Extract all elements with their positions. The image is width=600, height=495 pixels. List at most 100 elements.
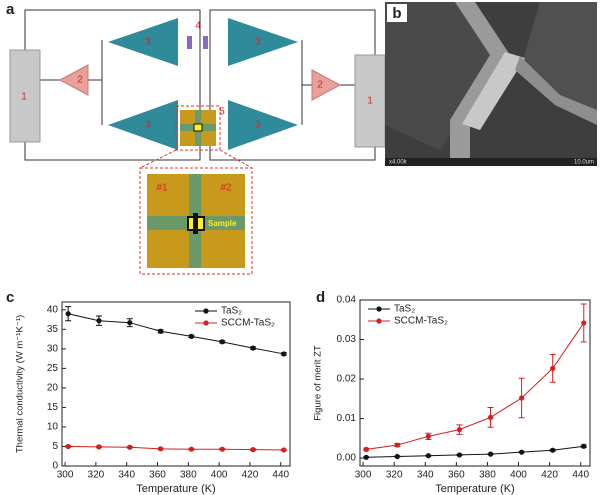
y-tick-label: 25 — [47, 363, 59, 374]
panel-label: d — [316, 289, 325, 306]
y-tick-label: 0 — [52, 461, 58, 472]
data-point — [281, 447, 287, 453]
data-point — [519, 449, 525, 455]
y-axis-label: Figure of merit ZT — [313, 345, 324, 421]
beam — [515, 56, 597, 125]
source-box — [354, 54, 386, 148]
contact — [193, 213, 198, 234]
plot-frame — [61, 301, 291, 467]
y-tick-label: 20 — [47, 383, 59, 394]
data-point — [157, 446, 164, 452]
data-point — [394, 453, 400, 460]
x-tick-label: 340 — [118, 470, 135, 481]
data-point — [157, 328, 164, 334]
data-point — [188, 446, 195, 452]
x-tick-label: 320 — [88, 470, 105, 481]
x-tick-label: 360 — [448, 470, 465, 481]
data-point — [394, 442, 400, 448]
data-point — [127, 444, 133, 450]
amplifier — [228, 100, 298, 150]
label: Sample — [208, 219, 237, 228]
data-point — [65, 311, 71, 317]
label: 1 — [367, 96, 373, 107]
texture — [385, 2, 500, 150]
panel-label: b — [392, 5, 401, 22]
x-tick-label: 400 — [211, 470, 228, 481]
magnification: x4.00k — [389, 160, 408, 166]
x-tick-label: 300 — [57, 470, 74, 481]
x-tick-label: 360 — [149, 470, 166, 481]
series-line — [366, 322, 585, 450]
data-point — [456, 427, 463, 433]
series-line — [68, 313, 284, 355]
data-point — [250, 345, 256, 351]
x-tick-label: 440 — [272, 470, 289, 481]
legend-label: TaS₂ — [394, 304, 415, 315]
element — [187, 36, 192, 49]
data-point — [188, 333, 195, 339]
x-axis-label: Temperature (K) — [136, 483, 215, 495]
legend-label: TaS₂ — [221, 306, 242, 317]
x-tick-label: 380 — [180, 470, 197, 481]
zoom-line — [139, 149, 177, 169]
x-tick-label: 400 — [510, 470, 527, 481]
amplifier — [108, 100, 178, 150]
series-line — [366, 445, 584, 458]
data-point — [487, 451, 494, 457]
y-tick-label: 0.00 — [337, 453, 357, 464]
panel-label: c — [6, 289, 14, 306]
label: 3 — [255, 37, 261, 48]
label: #2 — [220, 183, 232, 194]
y-tick-label: 0.02 — [337, 374, 357, 385]
data-point — [363, 446, 369, 452]
label-box — [387, 4, 407, 22]
wire — [209, 9, 376, 161]
label: 3 — [145, 37, 151, 48]
data-point — [281, 351, 287, 357]
source-box — [9, 49, 41, 143]
zoom-frame — [139, 167, 253, 275]
data-point — [550, 447, 556, 453]
legend-label: SCCM-TaS₂ — [221, 318, 275, 329]
y-tick-label: 15 — [47, 402, 59, 413]
schematic — [24, 9, 376, 161]
data-point — [219, 339, 225, 345]
y-tick-label: 10 — [47, 422, 59, 433]
legend-marker — [376, 306, 382, 312]
data-point — [581, 443, 587, 449]
amplifier — [228, 18, 298, 66]
x-tick-label: 300 — [355, 470, 372, 481]
legend-marker — [203, 308, 209, 314]
wire — [24, 9, 201, 161]
element — [203, 36, 208, 49]
y-tick-label: 0.01 — [337, 413, 357, 424]
x-tick-label: 420 — [541, 470, 558, 481]
data-point — [96, 318, 102, 324]
x-tick-label: 440 — [572, 470, 589, 481]
x-tick-label: 320 — [386, 470, 403, 481]
data-point — [550, 365, 556, 371]
data-point — [65, 443, 71, 450]
label: #1 — [156, 183, 168, 194]
series-line — [68, 445, 284, 451]
y-tick-label: 0.04 — [337, 295, 357, 306]
plot-frame — [359, 299, 591, 467]
legend-marker — [203, 320, 209, 326]
data-point — [519, 395, 525, 401]
info-bar — [385, 158, 597, 166]
data-point — [425, 433, 431, 439]
y-axis-label: Thermal conductivity (W m⁻¹K⁻¹) — [15, 315, 26, 453]
data-point — [425, 453, 431, 459]
data-point — [581, 320, 587, 326]
y-tick-label: 5 — [52, 441, 58, 452]
texture — [520, 2, 597, 120]
zoom-line — [219, 149, 253, 169]
y-tick-label: 40 — [47, 304, 59, 315]
data-point — [456, 452, 463, 458]
label: 3 — [145, 120, 151, 131]
data-point — [127, 320, 133, 326]
x-tick-label: 340 — [417, 470, 434, 481]
zoom-box — [175, 105, 221, 151]
label: 2 — [77, 75, 83, 86]
